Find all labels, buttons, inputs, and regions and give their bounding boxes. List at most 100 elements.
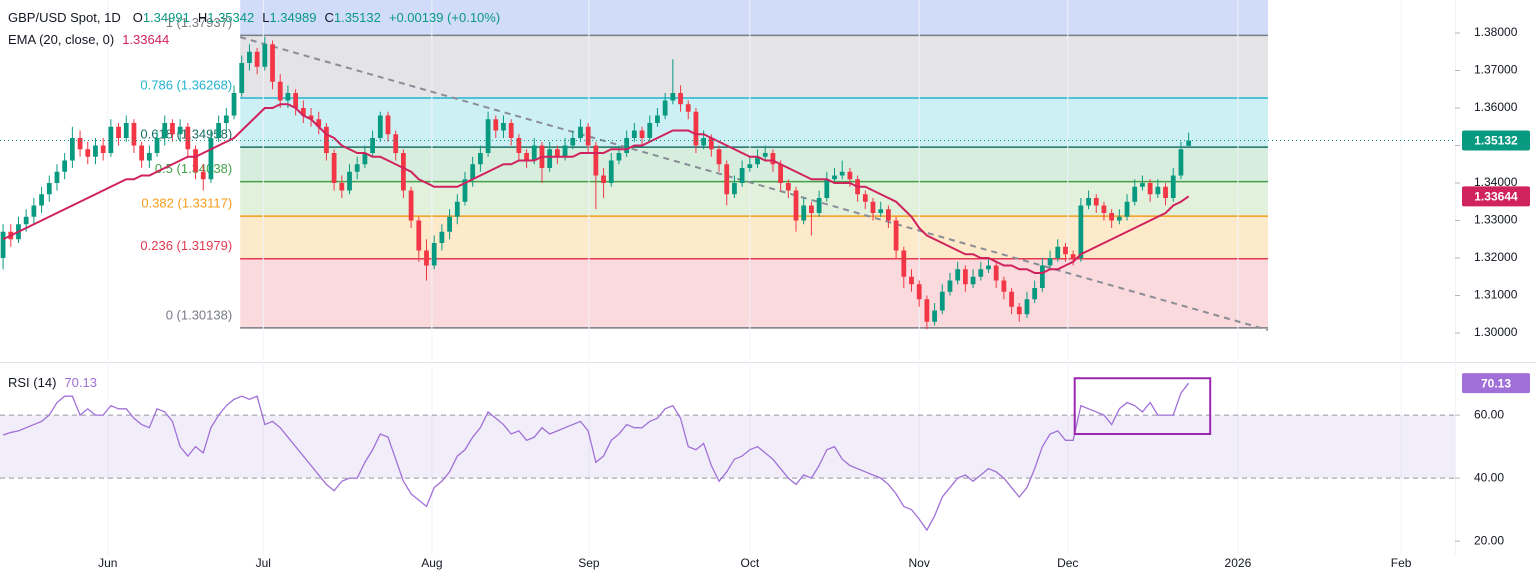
candle-body [747, 164, 753, 168]
y-tick-label: 1.32000 [1474, 250, 1518, 264]
candle-body [208, 138, 214, 180]
y-tick-label: 60.00 [1474, 407, 1504, 421]
candle-body [701, 138, 707, 146]
candle-body [631, 130, 637, 138]
candle-body [1055, 246, 1061, 258]
ema-badge [1462, 186, 1530, 207]
candle-body [524, 153, 529, 161]
candle-body [431, 243, 437, 266]
change-label: +0.00139 (+0.10%) [389, 10, 500, 25]
candle-body [508, 123, 514, 138]
rsi-band [0, 415, 1455, 479]
candle-body [793, 190, 799, 221]
candle-body [31, 205, 37, 217]
candle-body [901, 250, 907, 277]
candle-body [785, 183, 791, 191]
symbol-title: GBP/USD Spot, 1D [8, 10, 121, 25]
candle-body [339, 183, 345, 191]
ohlc-label: H [198, 10, 207, 25]
candle-body [1140, 183, 1145, 187]
candle-body [154, 138, 160, 153]
candle-body [416, 220, 422, 251]
candle-body [262, 44, 268, 67]
rsi-badge-label: 70.13 [1481, 376, 1511, 390]
candle-body [1093, 198, 1099, 206]
candle-body [85, 149, 91, 157]
candle-body [239, 63, 245, 93]
candle-body [1047, 258, 1053, 266]
candle-body [131, 123, 137, 146]
candle-body [986, 265, 991, 270]
candle-body [170, 123, 175, 135]
ema-badge-label: 1.33644 [1474, 190, 1518, 204]
candle-body [285, 93, 291, 101]
candle-body [878, 209, 884, 213]
candle-body [570, 138, 576, 146]
fib-level-label: 0.382 (1.33117) [141, 196, 232, 211]
candle-body [554, 149, 560, 157]
candle-body [1032, 288, 1038, 300]
rsi-legend-name: RSI (14) [8, 375, 56, 390]
candle-body [585, 126, 591, 146]
candle-body [216, 123, 222, 138]
candle-body [231, 93, 237, 116]
fib-zone [240, 0, 1268, 36]
candle-body [39, 194, 44, 206]
candle-body [616, 153, 622, 161]
candle-body [470, 164, 476, 180]
candle-body [146, 153, 152, 161]
candle-body [824, 179, 830, 198]
fib-level-label: 0.786 (1.36268) [140, 77, 232, 92]
y-tick-label: 1.34000 [1474, 175, 1518, 189]
candle-body [593, 145, 599, 176]
trendline [239, 36, 1269, 331]
candle-body [69, 138, 75, 161]
ema-line [2, 103, 1190, 274]
candle-body [1163, 186, 1168, 198]
y-tick-label: 1.30000 [1474, 325, 1518, 339]
candle-body [947, 280, 953, 292]
candle-body [162, 123, 168, 138]
ohlc-value: 1.34989 [269, 10, 316, 25]
candle-body [223, 115, 229, 123]
candle-body [424, 250, 429, 266]
x-tick-label: Aug [421, 556, 442, 570]
ohlc-value: 1.34991 [143, 10, 190, 25]
candle-body [924, 299, 930, 322]
candle-body [647, 123, 653, 138]
candle-body [177, 126, 183, 135]
x-tick-label: Nov [909, 556, 930, 570]
candle-body [1101, 205, 1107, 213]
candle-body [1016, 306, 1022, 315]
candle-body [832, 175, 837, 180]
candle-body [100, 145, 106, 153]
x-tick-label: Dec [1057, 556, 1078, 570]
candle-body [708, 138, 714, 150]
candle-body [1170, 175, 1176, 198]
fib-level-label: 1 (1.37937) [166, 15, 233, 30]
candle-body [678, 93, 683, 105]
candle-body [693, 111, 699, 146]
candle-body [46, 183, 52, 195]
fib-zone [240, 181, 1268, 217]
candle-body [347, 171, 352, 191]
candle-body [200, 171, 206, 180]
rsi-legend: RSI (14) 70.13 [8, 375, 97, 390]
candle-body [377, 115, 383, 138]
rsi-legend-value: 70.13 [64, 375, 97, 390]
candle-body [477, 153, 483, 165]
fib-zone [240, 147, 1268, 182]
candle-body [1147, 183, 1153, 195]
rsi-line [2, 382, 1190, 532]
candle-body [116, 126, 121, 138]
candle-body [247, 51, 252, 63]
candle-body [778, 164, 784, 183]
candle-body [762, 153, 768, 157]
candle-body [123, 123, 129, 138]
ohlc-label: O [133, 10, 143, 25]
candle-body [516, 138, 522, 153]
candle-body [1132, 186, 1138, 202]
candle-body [501, 123, 506, 131]
candle-body [77, 138, 83, 150]
